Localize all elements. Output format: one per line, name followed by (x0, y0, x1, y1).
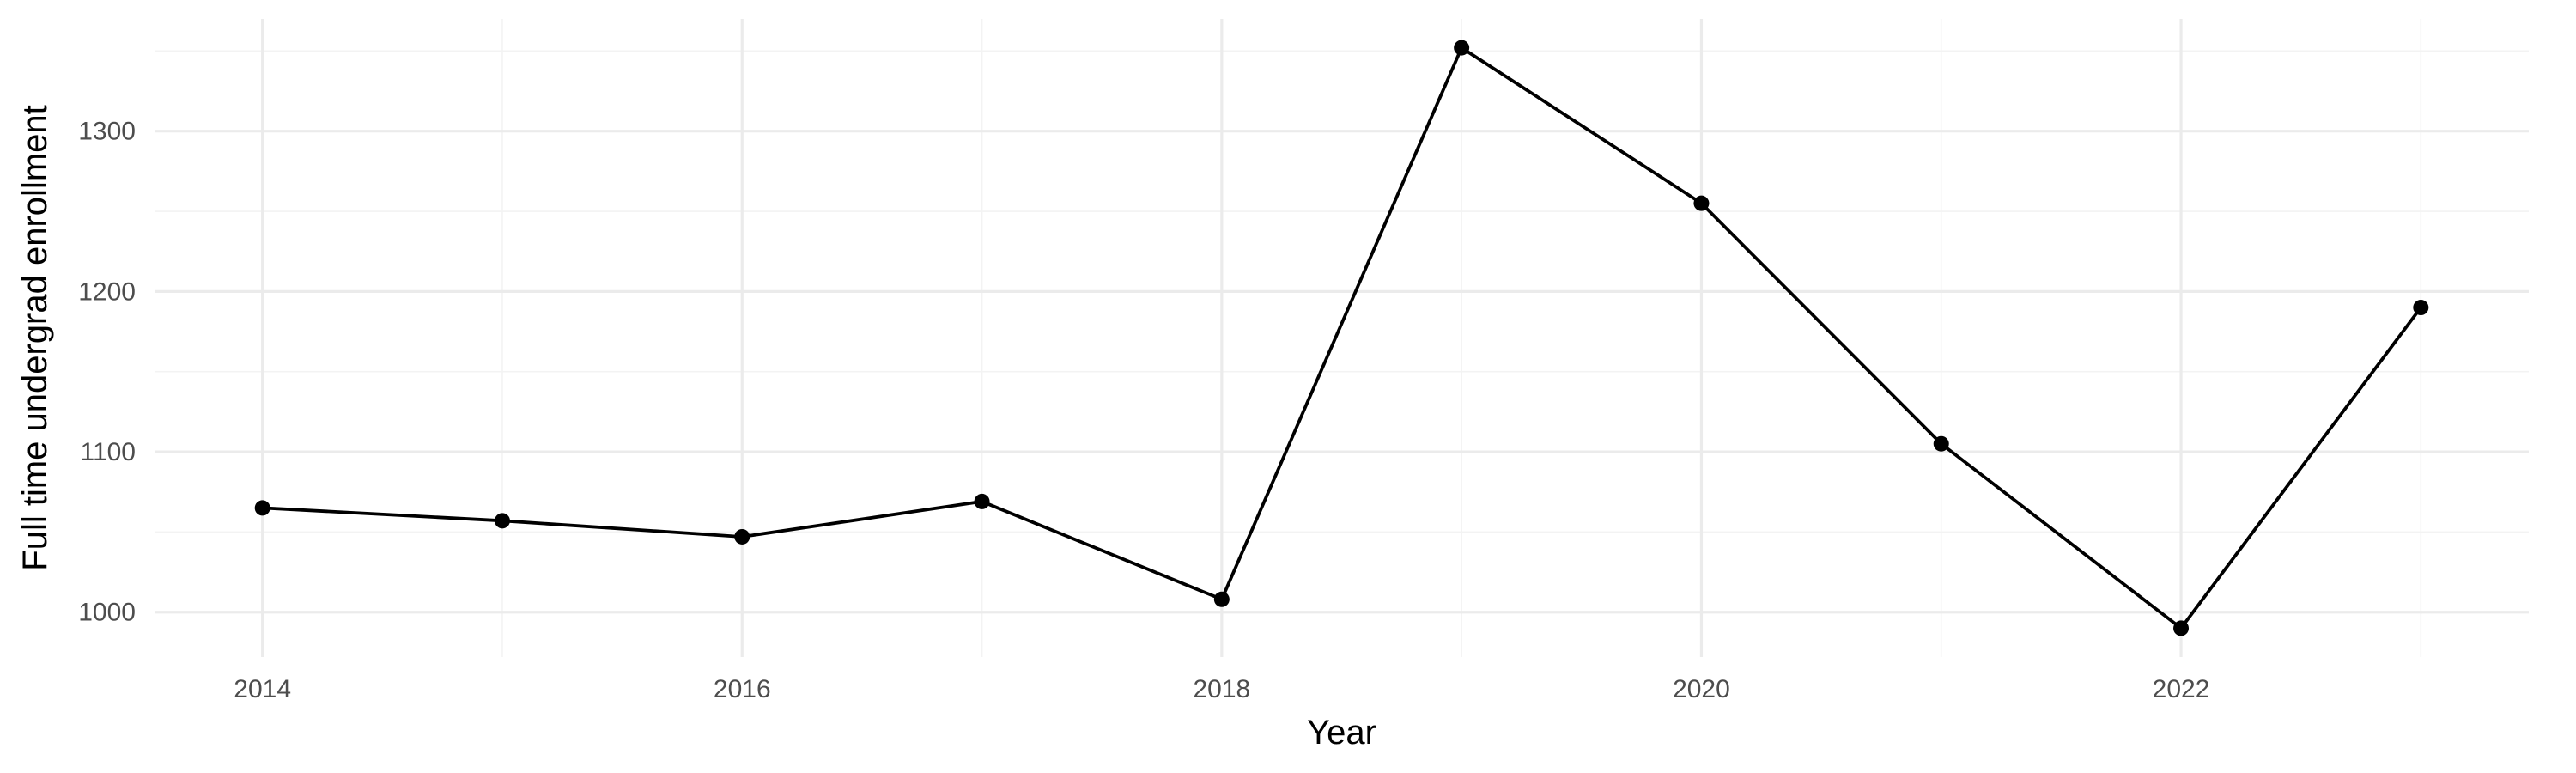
x-tick-label: 2018 (1193, 675, 1250, 703)
data-point (734, 528, 750, 545)
data-point (1933, 435, 1949, 452)
data-point (2173, 620, 2190, 636)
y-tick-label: 1100 (80, 438, 136, 466)
y-axis-title: Full time undergrad enrollment (16, 105, 54, 570)
series-layer (254, 40, 2429, 636)
x-axis-title: Year (1307, 714, 1376, 752)
x-tick-label: 2020 (1673, 675, 1730, 703)
tick-labels: 2014 2016 2018 2020 2022 1000 1100 1200 1300 (78, 118, 2209, 703)
data-point (974, 493, 990, 509)
y-tick-label: 1300 (78, 118, 136, 146)
x-tick-label: 2014 (234, 675, 291, 703)
data-point (494, 513, 510, 529)
data-point (1693, 195, 1710, 211)
data-point (2413, 300, 2429, 316)
data-point (1213, 591, 1230, 607)
y-tick-label: 1000 (78, 599, 136, 627)
grid-lines (155, 19, 2529, 657)
data-point (254, 500, 270, 516)
x-tick-label: 2022 (2153, 675, 2210, 703)
x-tick-label: 2016 (714, 675, 771, 703)
y-tick-label: 1200 (78, 277, 136, 306)
series-line (262, 46, 2422, 630)
data-point (1454, 40, 1470, 56)
